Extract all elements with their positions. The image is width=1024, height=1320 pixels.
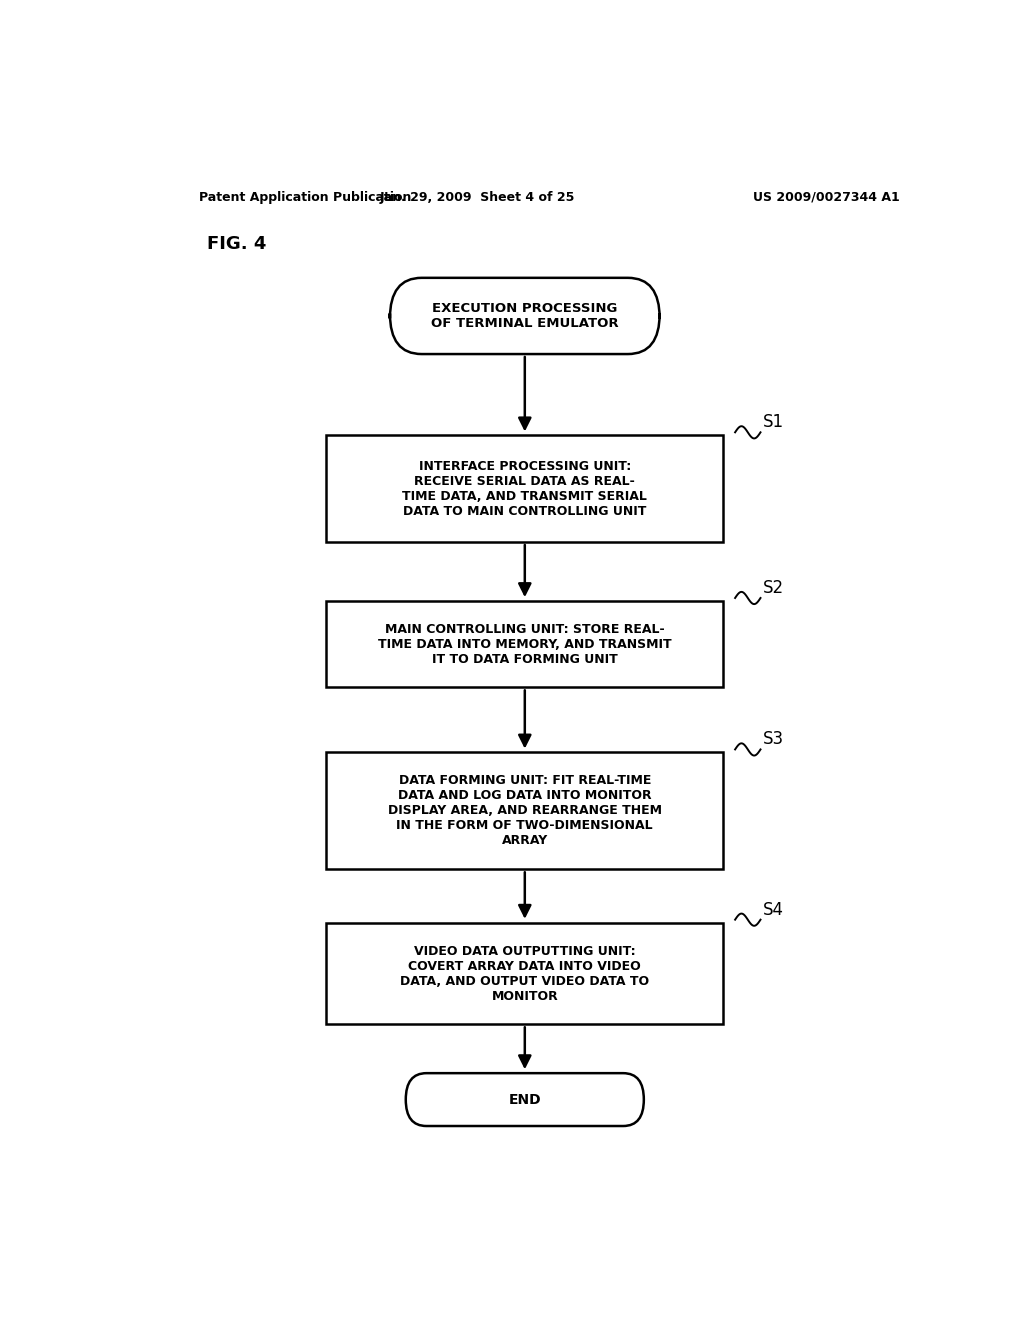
- Bar: [327, 436, 723, 543]
- Text: EXECUTION PROCESSING
OF TERMINAL EMULATOR: EXECUTION PROCESSING OF TERMINAL EMULATO…: [431, 302, 618, 330]
- Bar: [327, 601, 723, 688]
- Text: MAIN CONTROLLING UNIT: STORE REAL-
TIME DATA INTO MEMORY, AND TRANSMIT
IT TO DAT: MAIN CONTROLLING UNIT: STORE REAL- TIME …: [378, 623, 672, 665]
- FancyBboxPatch shape: [390, 277, 659, 354]
- Bar: [327, 923, 723, 1024]
- Text: INTERFACE PROCESSING UNIT:
RECEIVE SERIAL DATA AS REAL-
TIME DATA, AND TRANSMIT : INTERFACE PROCESSING UNIT: RECEIVE SERIA…: [402, 459, 647, 517]
- Text: END: END: [509, 1093, 541, 1106]
- Text: Jan. 29, 2009  Sheet 4 of 25: Jan. 29, 2009 Sheet 4 of 25: [380, 190, 574, 203]
- Text: S4: S4: [763, 900, 784, 919]
- Text: S2: S2: [763, 579, 784, 597]
- Text: US 2009/0027344 A1: US 2009/0027344 A1: [753, 190, 900, 203]
- Text: FIG. 4: FIG. 4: [207, 235, 266, 252]
- Text: Patent Application Publication: Patent Application Publication: [200, 190, 412, 203]
- Bar: [327, 752, 723, 870]
- Text: VIDEO DATA OUTPUTTING UNIT:
COVERT ARRAY DATA INTO VIDEO
DATA, AND OUTPUT VIDEO : VIDEO DATA OUTPUTTING UNIT: COVERT ARRAY…: [400, 945, 649, 1003]
- FancyBboxPatch shape: [406, 1073, 644, 1126]
- Text: S1: S1: [763, 413, 784, 432]
- Text: S3: S3: [763, 730, 784, 748]
- Text: DATA FORMING UNIT: FIT REAL-TIME
DATA AND LOG DATA INTO MONITOR
DISPLAY AREA, AN: DATA FORMING UNIT: FIT REAL-TIME DATA AN…: [388, 775, 662, 847]
